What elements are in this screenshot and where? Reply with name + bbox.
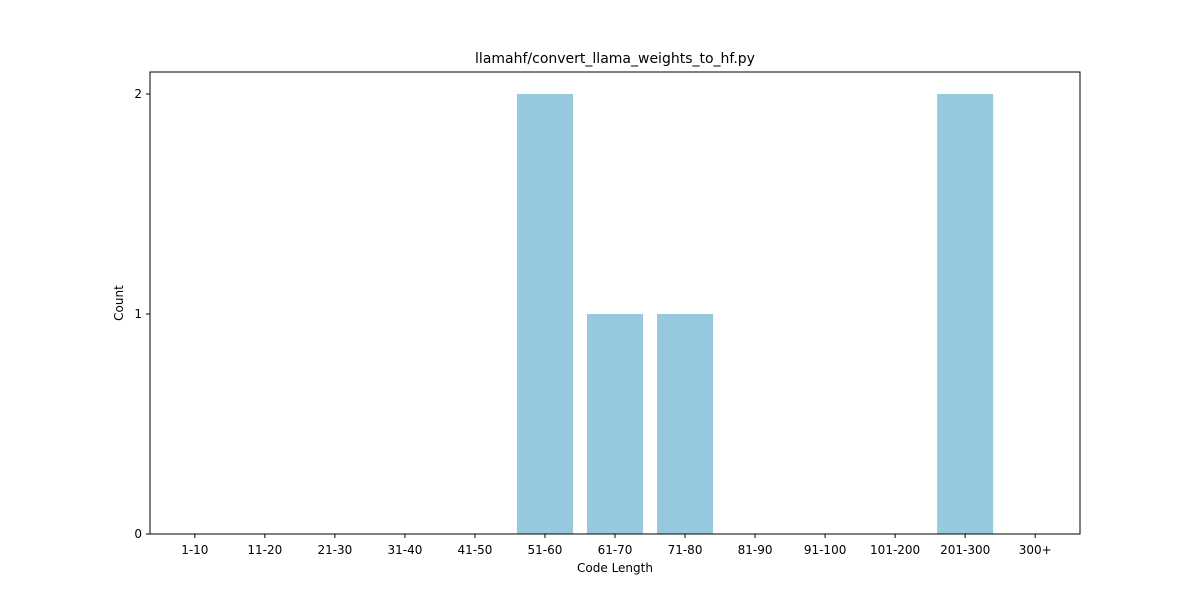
bar-51-60: [516, 94, 573, 534]
x-tick-label: 11-20: [247, 543, 282, 557]
x-tick-label: 31-40: [387, 543, 422, 557]
y-tick-label: 2: [134, 87, 142, 101]
x-tick-label: 21-30: [317, 543, 352, 557]
x-tick-label: 201-300: [940, 543, 990, 557]
chart-title: llamahf/convert_llama_weights_to_hf.py: [475, 51, 755, 67]
y-axis-label: Count: [112, 285, 126, 321]
bar-71-80: [657, 314, 714, 534]
y-axis-ticks: 0 1 2: [134, 87, 150, 541]
x-axis-label: Code Length: [577, 561, 653, 575]
x-tick-label: 91-100: [804, 543, 847, 557]
plot-area-frame: [149, 71, 1081, 535]
x-tick-label: 51-60: [528, 543, 563, 557]
x-tick-label: 81-90: [738, 543, 773, 557]
x-tick-label: 1-10: [181, 543, 208, 557]
bars-layer: [516, 94, 994, 534]
x-tick-label: 101-200: [870, 543, 920, 557]
x-tick-label: 300+: [1019, 543, 1052, 557]
bar-201-300: [937, 94, 994, 534]
x-axis-ticks: 1-10 11-20 21-30 31-40 41-50 51-60 61-70 71-80 8…: [181, 534, 1052, 557]
x-tick-label: 61-70: [598, 543, 633, 557]
bar-61-70: [586, 314, 644, 534]
x-tick-label: 71-80: [668, 543, 703, 557]
y-tick-label: 1: [134, 307, 142, 321]
y-tick-label: 0: [134, 527, 142, 541]
x-tick-label: 41-50: [458, 543, 493, 557]
